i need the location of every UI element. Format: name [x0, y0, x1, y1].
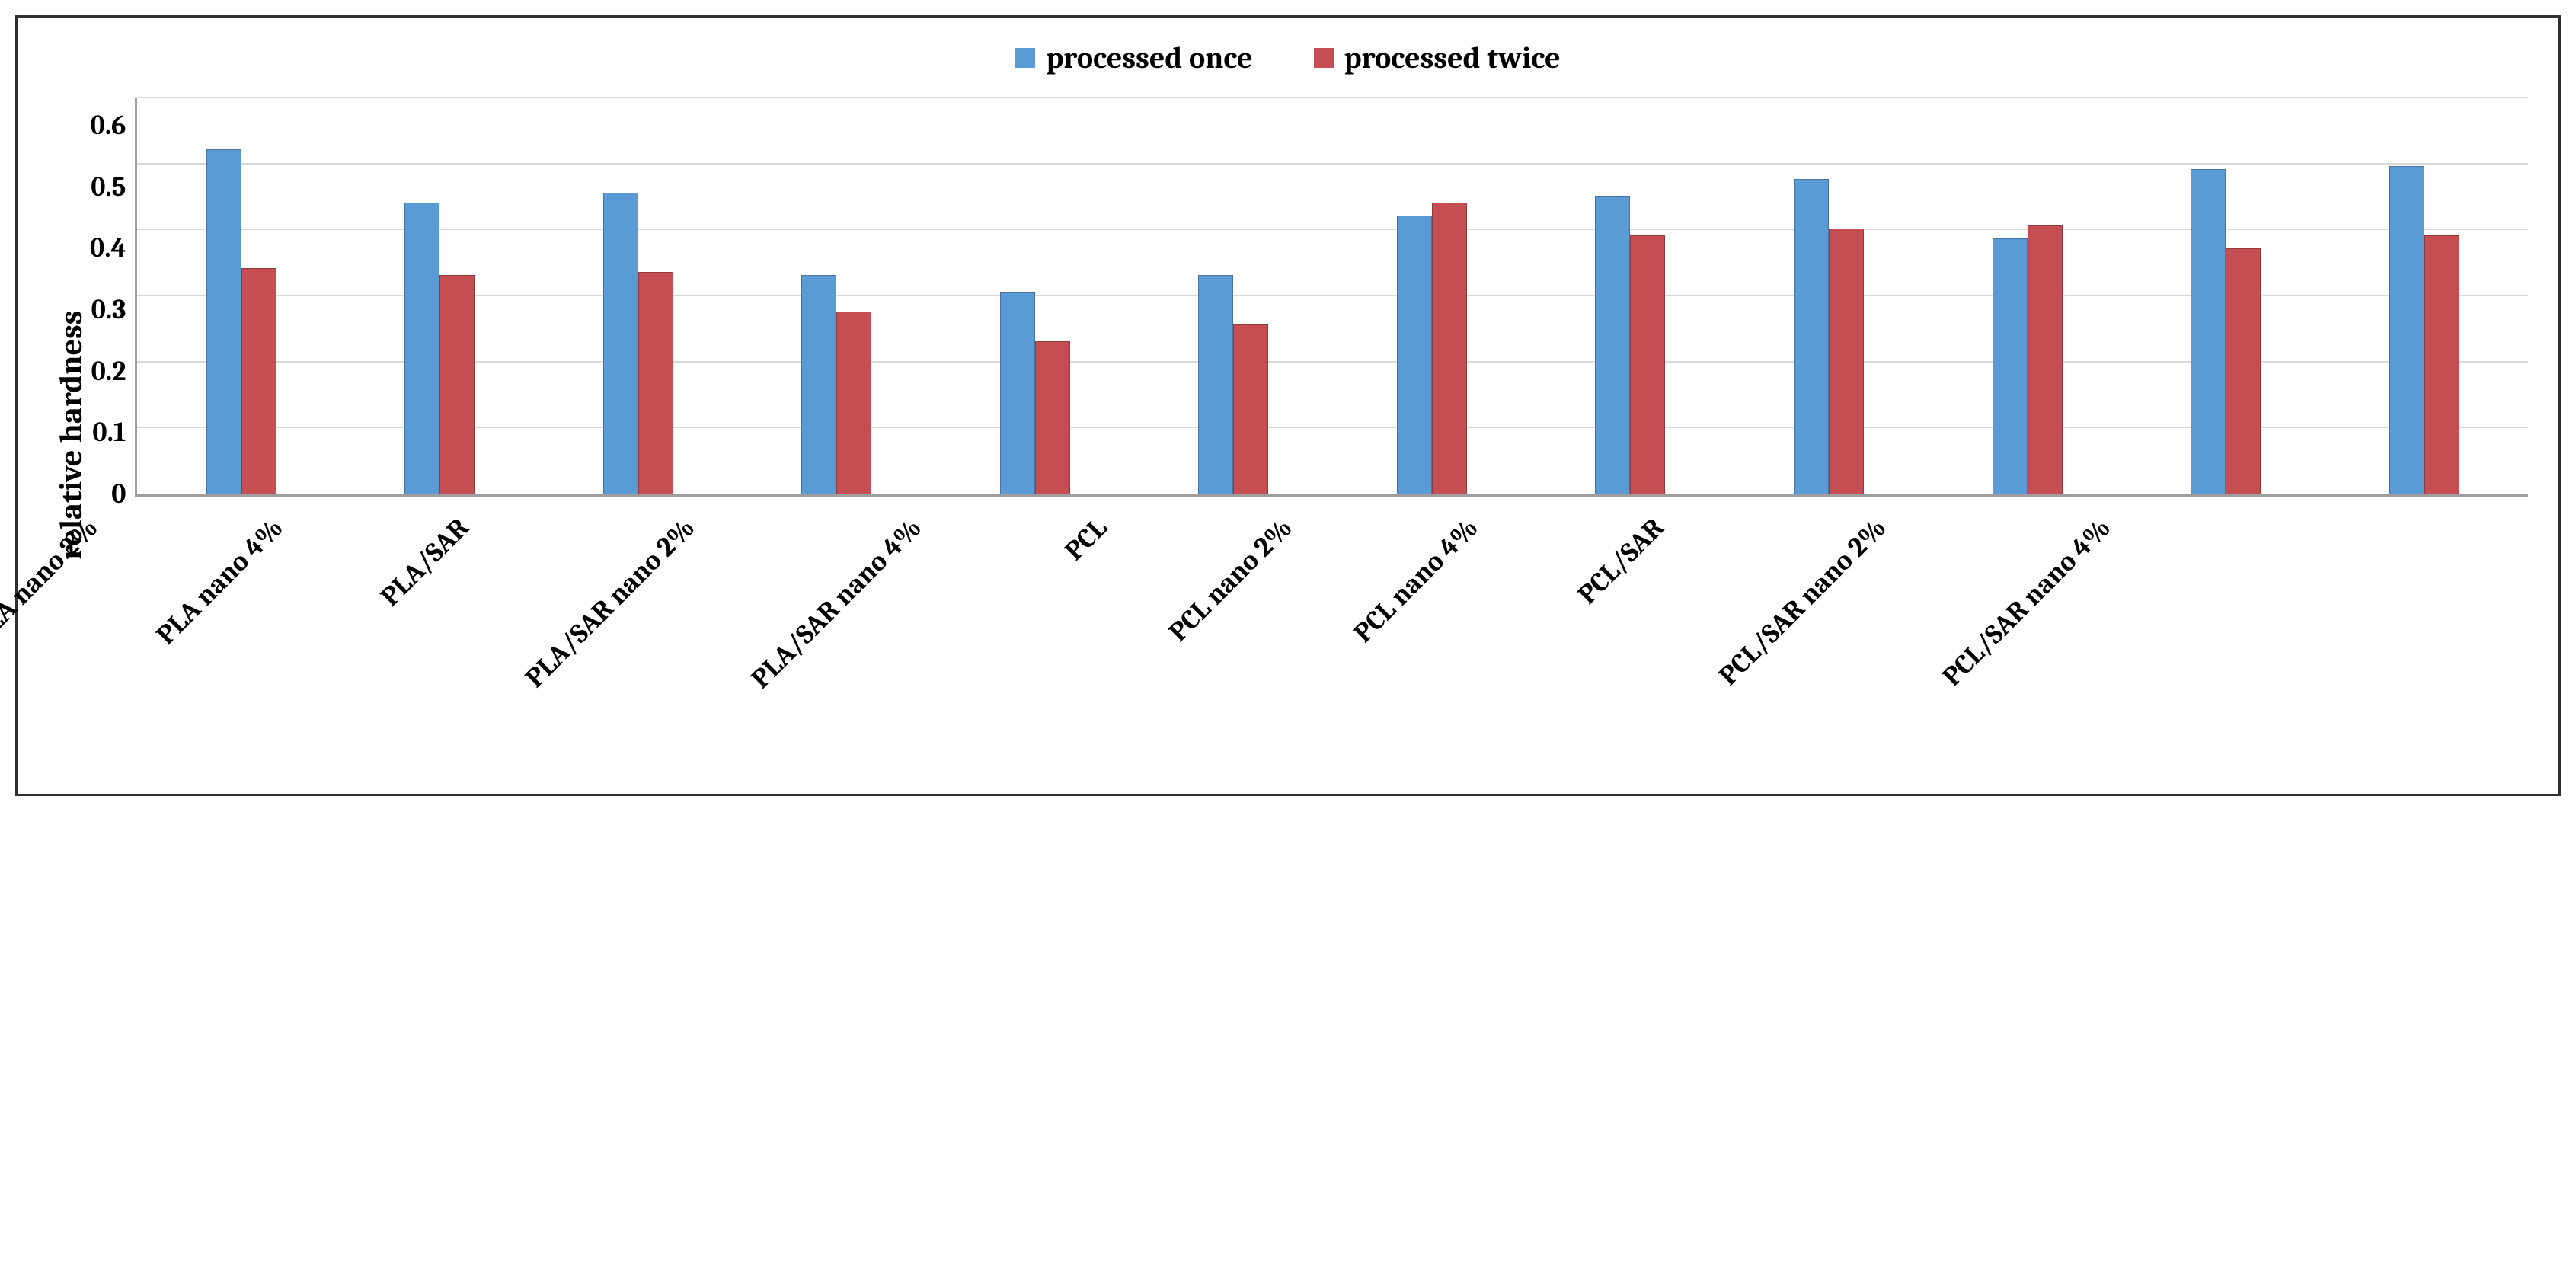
legend: processed once processed twice	[48, 40, 2528, 75]
y-tick: 0	[111, 481, 126, 508]
bar	[2424, 235, 2459, 494]
legend-label: processed twice	[1344, 40, 1561, 75]
bar-group	[1134, 98, 1333, 494]
x-tick-label: PLA/SAR	[321, 512, 475, 665]
chart-body: relative hardness 0.60.50.40.30.20.10 PL…	[48, 98, 2528, 771]
bar	[1829, 229, 1864, 494]
legend-item: processed once	[1015, 40, 1252, 75]
plot-wrap: PLAPLA nano 2%PLA nano 4%PLA/SARPLA/SAR …	[135, 98, 2528, 771]
x-axis-labels: PLAPLA nano 2%PLA nano 4%PLA/SARPLA/SAR …	[135, 504, 2528, 535]
bar-group	[1333, 98, 1532, 494]
bar	[638, 272, 673, 494]
bar-group	[539, 98, 737, 494]
x-tick-label: PCL nano 2%	[1146, 512, 1299, 665]
y-tick: 0.1	[92, 419, 126, 446]
plot-area	[135, 98, 2528, 497]
bar-group	[1928, 98, 2127, 494]
bar	[1630, 235, 1665, 494]
bar	[2028, 225, 2063, 494]
bar	[2226, 248, 2261, 494]
bar	[206, 149, 241, 494]
bar	[836, 312, 871, 494]
bar	[1397, 216, 1432, 494]
bar	[1595, 196, 1630, 494]
bar-group	[1531, 98, 1730, 494]
x-tick-label: PCL nano 4%	[1331, 512, 1484, 665]
bars-layer	[137, 98, 2528, 494]
legend-item: processed twice	[1314, 40, 1561, 75]
bar	[1233, 324, 1268, 494]
bar	[1000, 292, 1035, 494]
bar	[1794, 179, 1829, 494]
bar	[1198, 275, 1233, 494]
bar	[603, 193, 638, 494]
y-tick: 0.5	[91, 174, 126, 201]
x-tick-label: PCL/SAR nano 4%	[1936, 512, 2117, 692]
bar	[439, 275, 475, 494]
bar-group	[340, 98, 539, 494]
legend-swatch-icon	[1314, 48, 1334, 68]
x-tick-label: PCL/SAR nano 2%	[1713, 512, 1893, 692]
bar	[241, 268, 276, 494]
bar	[404, 203, 439, 494]
bar-group	[142, 98, 340, 494]
bar	[1993, 238, 2028, 494]
x-tick-label: PCL/SAR	[1517, 512, 1670, 665]
x-labels-wrap: PLAPLA nano 2%PLA nano 4%PLA/SARPLA/SAR …	[135, 497, 2528, 771]
x-tick-label: PCL	[960, 512, 1113, 665]
y-tick: 0.6	[91, 112, 126, 139]
bar	[2191, 169, 2226, 494]
bar-group	[1730, 98, 1929, 494]
x-tick-label: PLA nano 4%	[136, 512, 289, 665]
x-tick-label: PLA/SAR nano 2%	[519, 512, 700, 693]
y-axis-ticks: 0.60.50.40.30.20.10	[90, 98, 135, 494]
y-tick: 0.3	[91, 296, 126, 324]
bar-group	[737, 98, 936, 494]
legend-label: processed once	[1046, 40, 1252, 75]
y-tick: 0.4	[90, 235, 126, 262]
bar-group	[936, 98, 1135, 494]
bar-group	[2127, 98, 2325, 494]
y-tick: 0.2	[91, 358, 126, 385]
chart-container: processed onceprocessed twice relative h…	[15, 15, 2561, 796]
legend-swatch-icon	[1015, 48, 1035, 68]
bar	[2389, 166, 2424, 494]
bar	[801, 275, 836, 494]
bar-group	[2325, 98, 2523, 494]
x-tick-label: PLA/SAR nano 4%	[745, 512, 928, 695]
bar	[1035, 341, 1070, 494]
bar	[1432, 203, 1467, 494]
